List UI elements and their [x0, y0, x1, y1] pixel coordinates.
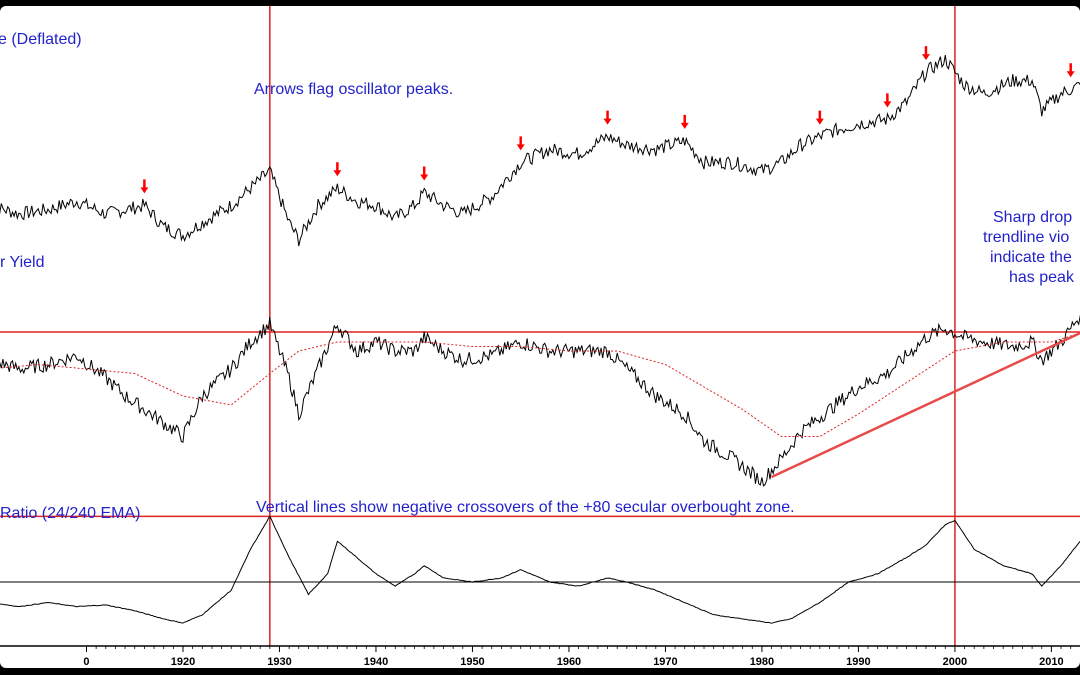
panel-title-oscillator: Ratio (24/240 EMA) — [0, 505, 141, 522]
yield-trendline — [771, 331, 1080, 479]
peak-arrow — [680, 114, 689, 129]
peak-arrow — [420, 166, 429, 181]
price-line — [0, 55, 1080, 247]
peak-arrow-head — [603, 118, 612, 125]
x-tick-label: 1930 — [267, 656, 291, 668]
yield-moving-average — [0, 332, 1080, 437]
peak-arrow-head — [680, 122, 689, 129]
annotation-peak-line: Sharp drop — [993, 209, 1072, 226]
peak-arrow — [333, 162, 342, 177]
x-tick-label: 0 — [83, 656, 89, 668]
chart-canvas: 0 1920 1930 1940 1950 1960 1970 1980 1990 2000 201… — [0, 6, 1080, 668]
x-tick-label: 1950 — [460, 656, 484, 668]
x-tick-label: 1970 — [653, 656, 677, 668]
annotation-peak-line: trendline vio — [983, 229, 1069, 246]
x-tick-label: 1960 — [557, 656, 581, 668]
peak-arrow-head — [333, 170, 342, 177]
peak-arrow-head — [921, 54, 930, 61]
peak-arrow — [883, 93, 892, 108]
x-tick-label: 1990 — [846, 656, 870, 668]
x-tick-label: 1920 — [171, 656, 195, 668]
peak-arrow — [140, 179, 149, 194]
annotation-arrows: Arrows flag oscillator peaks. — [254, 81, 453, 98]
peak-arrow — [603, 110, 612, 125]
panel-labels: e (Deflated) Arrows flag oscillator peak… — [0, 31, 795, 522]
x-tick-label: 2010 — [1039, 656, 1063, 668]
annotation-peak: Sharp drop trendline vio indicate the ha… — [983, 209, 1075, 286]
x-tick-label: 1980 — [750, 656, 774, 668]
x-tick-label: 1940 — [364, 656, 388, 668]
chart-svg: 0 1920 1930 1940 1950 1960 1970 1980 1990 2000 201… — [0, 6, 1080, 668]
peak-arrow-head — [140, 187, 149, 194]
peak-arrow-head — [420, 174, 429, 181]
peak-arrow-head — [883, 101, 892, 108]
peak-arrow-head — [516, 144, 525, 151]
panel-title-yield: r Yield — [0, 254, 44, 271]
peak-arrow — [1066, 63, 1075, 78]
x-axis: 0 1920 1930 1940 1950 1960 1970 1980 1990 2000 201… — [83, 646, 1080, 668]
yield-line — [0, 314, 1080, 487]
annotation-peak-line: indicate the — [990, 249, 1072, 266]
oscillator-line — [0, 515, 1080, 624]
x-tick-label: 2000 — [943, 656, 967, 668]
panel-title-price: e (Deflated) — [0, 31, 82, 48]
annotation-crossovers: Vertical lines show negative crossovers … — [256, 499, 795, 516]
peak-arrow — [921, 46, 930, 61]
peak-arrows — [140, 46, 1075, 194]
peak-arrow-head — [815, 118, 824, 125]
peak-arrow-head — [1066, 71, 1075, 78]
annotation-peak-line: has peak — [1009, 269, 1075, 286]
peak-arrow — [516, 136, 525, 151]
peak-arrow — [815, 110, 824, 125]
series-lines — [0, 55, 1080, 624]
